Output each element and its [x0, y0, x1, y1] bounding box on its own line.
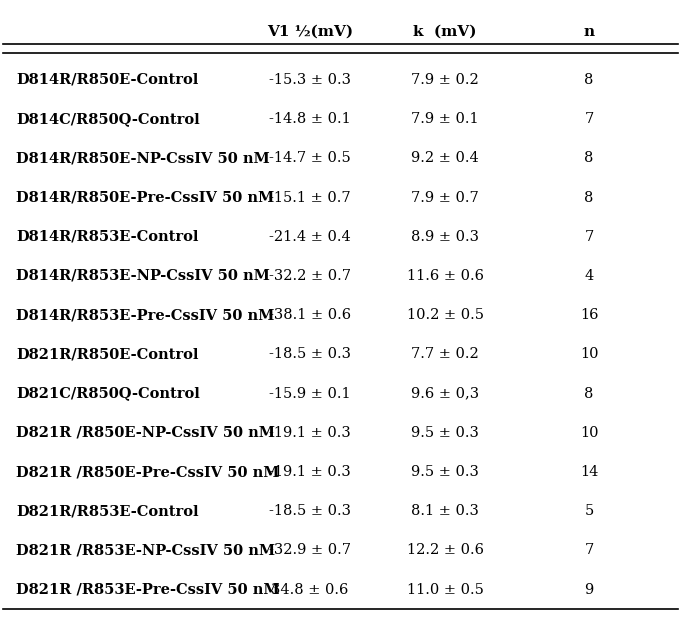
Text: -15.9 ± 0.1: -15.9 ± 0.1 — [269, 387, 351, 401]
Text: 8.9 ± 0.3: 8.9 ± 0.3 — [411, 230, 479, 244]
Text: 5: 5 — [584, 504, 594, 518]
Text: -14.7 ± 0.5: -14.7 ± 0.5 — [269, 151, 351, 165]
Text: D814R/R853E-Pre-CssIV 50 nM: D814R/R853E-Pre-CssIV 50 nM — [16, 308, 274, 322]
Text: 11.6 ± 0.6: 11.6 ± 0.6 — [407, 269, 484, 283]
Text: 9: 9 — [584, 582, 594, 597]
Text: 11.0 ± 0.5: 11.0 ± 0.5 — [407, 582, 484, 597]
Text: D814R/R853E-NP-CssIV 50 nM: D814R/R853E-NP-CssIV 50 nM — [16, 269, 270, 283]
Text: -18.5 ± 0.3: -18.5 ± 0.3 — [269, 348, 351, 361]
Text: 12.2 ± 0.6: 12.2 ± 0.6 — [407, 544, 484, 558]
Text: -32.2 ± 0.7: -32.2 ± 0.7 — [269, 269, 351, 283]
Text: 8.1 ± 0.3: 8.1 ± 0.3 — [411, 504, 479, 518]
Text: -14.8 ± 0.1: -14.8 ± 0.1 — [269, 112, 351, 126]
Text: n: n — [584, 25, 595, 39]
Text: 14: 14 — [580, 465, 598, 479]
Text: 7.9 ± 0.1: 7.9 ± 0.1 — [411, 112, 479, 126]
Text: -38.1 ± 0.6: -38.1 ± 0.6 — [269, 308, 351, 322]
Text: D814R/R850E-Control: D814R/R850E-Control — [16, 73, 199, 87]
Text: -32.9 ± 0.7: -32.9 ± 0.7 — [269, 544, 351, 558]
Text: 8: 8 — [584, 191, 594, 205]
Text: 8: 8 — [584, 73, 594, 87]
Text: D821R /R850E-Pre-CssIV 50 nM: D821R /R850E-Pre-CssIV 50 nM — [16, 465, 280, 479]
Text: D814R/R850E-NP-CssIV 50 nM: D814R/R850E-NP-CssIV 50 nM — [16, 151, 270, 165]
Text: -19.1 ± 0.3: -19.1 ± 0.3 — [269, 426, 351, 440]
Text: 10.2 ± 0.5: 10.2 ± 0.5 — [407, 308, 484, 322]
Text: 7.9 ± 0.2: 7.9 ± 0.2 — [411, 73, 479, 87]
Text: 7.7 ± 0.2: 7.7 ± 0.2 — [411, 348, 479, 361]
Text: D821R/R850E-Control: D821R/R850E-Control — [16, 348, 199, 361]
Text: D821R/R853E-Control: D821R/R853E-Control — [16, 504, 199, 518]
Text: D821C/R850Q-Control: D821C/R850Q-Control — [16, 387, 200, 401]
Text: D821R /R853E-Pre-CssIV 50 nM: D821R /R853E-Pre-CssIV 50 nM — [16, 582, 280, 597]
Text: V1 ½(mV): V1 ½(mV) — [267, 25, 353, 39]
Text: D814R/R850E-Pre-CssIV 50 nM: D814R/R850E-Pre-CssIV 50 nM — [16, 191, 274, 205]
Text: D821R /R850E-NP-CssIV 50 nM: D821R /R850E-NP-CssIV 50 nM — [16, 426, 275, 440]
Text: D821R /R853E-NP-CssIV 50 nM: D821R /R853E-NP-CssIV 50 nM — [16, 544, 275, 558]
Text: 34.8 ± 0.6: 34.8 ± 0.6 — [272, 582, 349, 597]
Text: 10: 10 — [580, 426, 599, 440]
Text: 9.5 ± 0.3: 9.5 ± 0.3 — [411, 426, 479, 440]
Text: 16: 16 — [580, 308, 599, 322]
Text: 10: 10 — [580, 348, 599, 361]
Text: 7.9 ± 0.7: 7.9 ± 0.7 — [411, 191, 479, 205]
Text: D814R/R853E-Control: D814R/R853E-Control — [16, 230, 199, 244]
Text: 7: 7 — [584, 112, 594, 126]
Text: 8: 8 — [584, 387, 594, 401]
Text: 7: 7 — [584, 230, 594, 244]
Text: -19.1 ± 0.3: -19.1 ± 0.3 — [269, 465, 351, 479]
Text: 9.6 ± 0,3: 9.6 ± 0,3 — [411, 387, 479, 401]
Text: 8: 8 — [584, 151, 594, 165]
Text: -18.5 ± 0.3: -18.5 ± 0.3 — [269, 504, 351, 518]
Text: D814C/R850Q-Control: D814C/R850Q-Control — [16, 112, 200, 126]
Text: 9.5 ± 0.3: 9.5 ± 0.3 — [411, 465, 479, 479]
Text: -15.1 ± 0.7: -15.1 ± 0.7 — [269, 191, 351, 205]
Text: k  (mV): k (mV) — [413, 25, 477, 39]
Text: -21.4 ± 0.4: -21.4 ± 0.4 — [269, 230, 351, 244]
Text: -15.3 ± 0.3: -15.3 ± 0.3 — [269, 73, 351, 87]
Text: 7: 7 — [584, 544, 594, 558]
Text: 4: 4 — [584, 269, 594, 283]
Text: 9.2 ± 0.4: 9.2 ± 0.4 — [411, 151, 479, 165]
